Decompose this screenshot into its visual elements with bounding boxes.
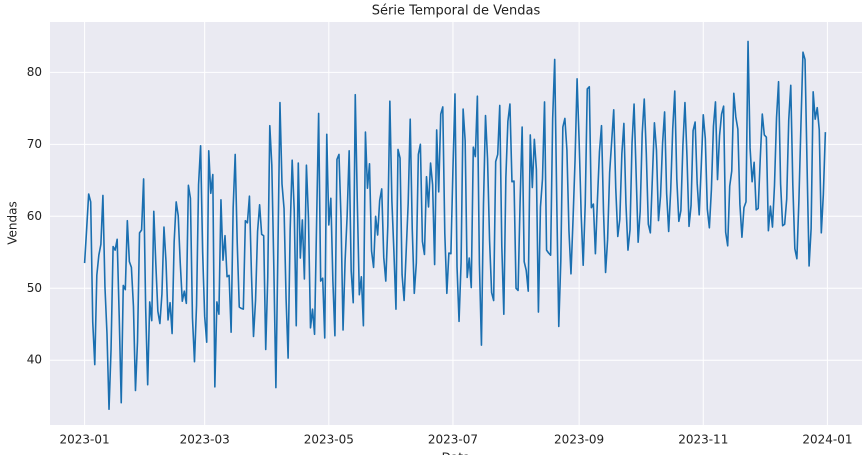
y-axis-label: Vendas: [6, 201, 20, 245]
y-tick-label: 60: [27, 209, 42, 223]
x-tick-label: 2023-03: [180, 433, 230, 447]
y-tick-label: 80: [27, 65, 42, 79]
chart-title: Série Temporal de Vendas: [372, 4, 541, 19]
x-tick-label: 2023-07: [428, 433, 478, 447]
x-tick-label: 2023-05: [304, 433, 354, 447]
y-tick-label: 50: [27, 281, 42, 295]
x-axis-label: Data: [442, 451, 471, 455]
x-tick-label: 2023-11: [678, 433, 728, 447]
x-tick-label: 2024-01: [802, 433, 852, 447]
y-tick-label: 70: [27, 137, 42, 151]
y-tick-label: 40: [27, 353, 42, 367]
x-tick-label: 2023-01: [60, 433, 110, 447]
x-tick-label: 2023-09: [554, 433, 604, 447]
line-series: [83, 40, 827, 410]
